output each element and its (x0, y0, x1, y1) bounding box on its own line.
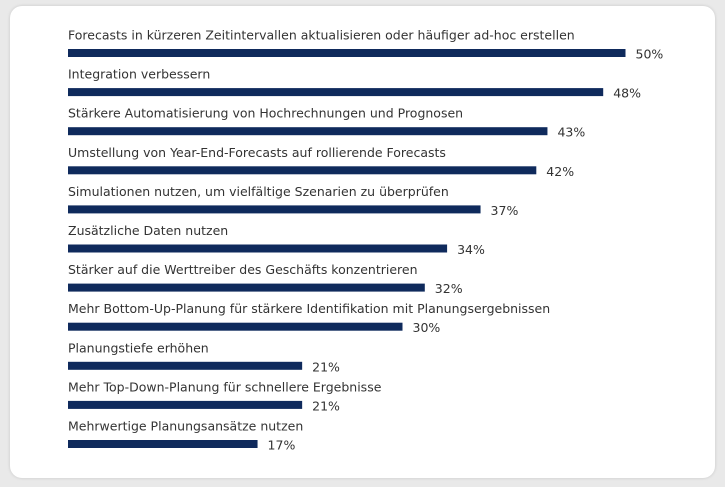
bar (68, 440, 258, 448)
category-label: Mehrwertige Planungsansätze nutzen (68, 419, 303, 434)
value-label: 32% (435, 281, 463, 296)
category-label: Mehr Bottom-Up-Planung für stärkere Iden… (68, 301, 550, 316)
value-label: 43% (557, 125, 585, 140)
bar (68, 244, 448, 253)
category-label: Umstellung von Year-End-Forecasts auf ro… (68, 145, 446, 160)
value-label: 34% (457, 242, 485, 257)
value-label: 48% (613, 86, 641, 101)
value-label: 37% (491, 203, 519, 218)
value-label: 17% (268, 438, 296, 453)
value-label: 50% (636, 47, 664, 62)
bar (68, 49, 626, 57)
bar (68, 205, 481, 214)
category-label: Zusätzliche Daten nutzen (68, 223, 228, 238)
category-label: Stärker auf die Werttreiber des Geschäft… (68, 262, 418, 277)
category-label: Integration verbessern (68, 67, 210, 82)
category-label: Planungstiefe erhöhen (68, 340, 209, 355)
category-label: Stärkere Automatisierung von Hochrechnun… (68, 106, 463, 121)
category-label: Mehr Top-Down-Planung für schnellere Erg… (68, 379, 382, 394)
panel (10, 6, 715, 478)
bar (68, 127, 548, 136)
bar (68, 400, 303, 409)
bar (68, 88, 604, 97)
value-label: 30% (413, 320, 441, 335)
value-label: 42% (546, 164, 574, 179)
value-label: 21% (312, 398, 340, 413)
value-label: 21% (312, 359, 340, 374)
bar (68, 361, 303, 370)
category-label: Simulationen nutzen, um vielfältige Szen… (68, 184, 449, 199)
bar (68, 322, 403, 331)
bar (68, 166, 537, 175)
bar (68, 283, 425, 292)
category-label: Forecasts in kürzeren Zeitintervallen ak… (68, 28, 575, 43)
